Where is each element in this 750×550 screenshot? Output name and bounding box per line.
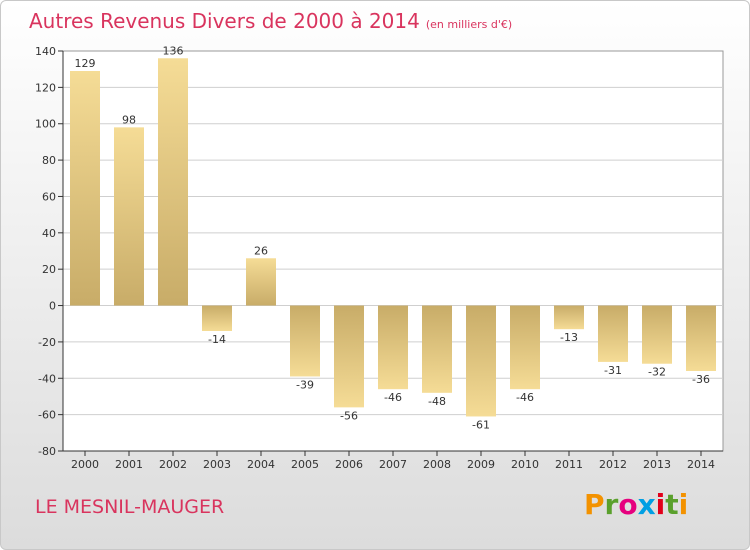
logo-letter: i: [678, 488, 689, 521]
bar-2000: [70, 71, 100, 306]
bar-2011: [554, 305, 584, 330]
logo-letter: P: [584, 488, 605, 521]
x-tick-label-2014: 2014: [687, 458, 715, 471]
x-tick-label-2006: 2006: [335, 458, 363, 471]
bar-2004: [246, 258, 276, 306]
data-label-2012: -31: [604, 364, 622, 377]
bar-2003: [202, 305, 232, 331]
bar-2013: [642, 305, 672, 364]
bar-2002: [158, 58, 188, 306]
y-tick-label: -80: [38, 445, 56, 458]
data-label-2005: -39: [296, 378, 314, 391]
data-label-2002: 136: [163, 44, 184, 57]
x-tick-label-2007: 2007: [379, 458, 407, 471]
y-tick-label: -40: [38, 372, 56, 385]
y-tick-label: 20: [42, 263, 56, 276]
y-tick-label: -20: [38, 336, 56, 349]
x-tick-label-2005: 2005: [291, 458, 319, 471]
bar-2014: [686, 305, 716, 371]
x-tick-label-2001: 2001: [115, 458, 143, 471]
data-label-2001: 98: [122, 113, 136, 126]
bar-2001: [114, 127, 144, 306]
data-label-2007: -46: [384, 391, 402, 404]
chart-title: Autres Revenus Divers de 2000 à 2014 (en …: [29, 9, 512, 33]
x-tick-label-2002: 2002: [159, 458, 187, 471]
y-tick-label: 60: [42, 190, 56, 203]
bar-2007: [378, 305, 408, 390]
logo-letter: x: [637, 488, 656, 521]
x-tick-label-2004: 2004: [247, 458, 275, 471]
x-tick-label-2013: 2013: [643, 458, 671, 471]
y-tick-label: 0: [49, 300, 56, 313]
x-tick-label-2008: 2008: [423, 458, 451, 471]
logo-letter: o: [618, 488, 638, 521]
data-label-2006: -56: [340, 409, 358, 422]
proxiti-logo: Proxiti: [584, 488, 688, 521]
logo-letter: i: [655, 488, 666, 521]
bar-2009: [466, 305, 496, 417]
data-label-2014: -36: [692, 373, 710, 386]
logo-letter: r: [604, 488, 619, 521]
data-label-2011: -13: [560, 331, 578, 344]
y-tick-label: 140: [35, 45, 56, 58]
x-tick-label-2009: 2009: [467, 458, 495, 471]
data-label-2004: 26: [254, 244, 268, 257]
x-tick-label-2010: 2010: [511, 458, 539, 471]
bar-2010: [510, 305, 540, 390]
data-label-2010: -46: [516, 391, 534, 404]
chart-title-text: Autres Revenus Divers de 2000 à 2014: [29, 9, 420, 33]
commune-name: LE MESNIL-MAUGER: [35, 496, 225, 518]
y-tick-label: 120: [35, 81, 56, 94]
chart-subtitle: (en milliers d'€): [425, 18, 513, 31]
bar-2005: [290, 305, 320, 377]
x-tick-label-2011: 2011: [555, 458, 583, 471]
logo-letter: t: [665, 488, 679, 521]
y-tick-label: 80: [42, 154, 56, 167]
y-tick-label: 40: [42, 227, 56, 240]
bar-2012: [598, 305, 628, 362]
x-tick-label-2003: 2003: [203, 458, 231, 471]
y-tick-label: -60: [38, 409, 56, 422]
bar-2008: [422, 305, 452, 393]
bar-2006: [334, 305, 364, 408]
x-tick-label-2012: 2012: [599, 458, 627, 471]
x-tick-label-2000: 2000: [71, 458, 99, 471]
data-label-2003: -14: [208, 333, 226, 346]
data-label-2000: 129: [75, 57, 96, 70]
data-label-2008: -48: [428, 395, 446, 408]
data-label-2009: -61: [472, 418, 490, 431]
y-tick-label: 100: [35, 118, 56, 131]
data-label-2013: -32: [648, 366, 666, 379]
